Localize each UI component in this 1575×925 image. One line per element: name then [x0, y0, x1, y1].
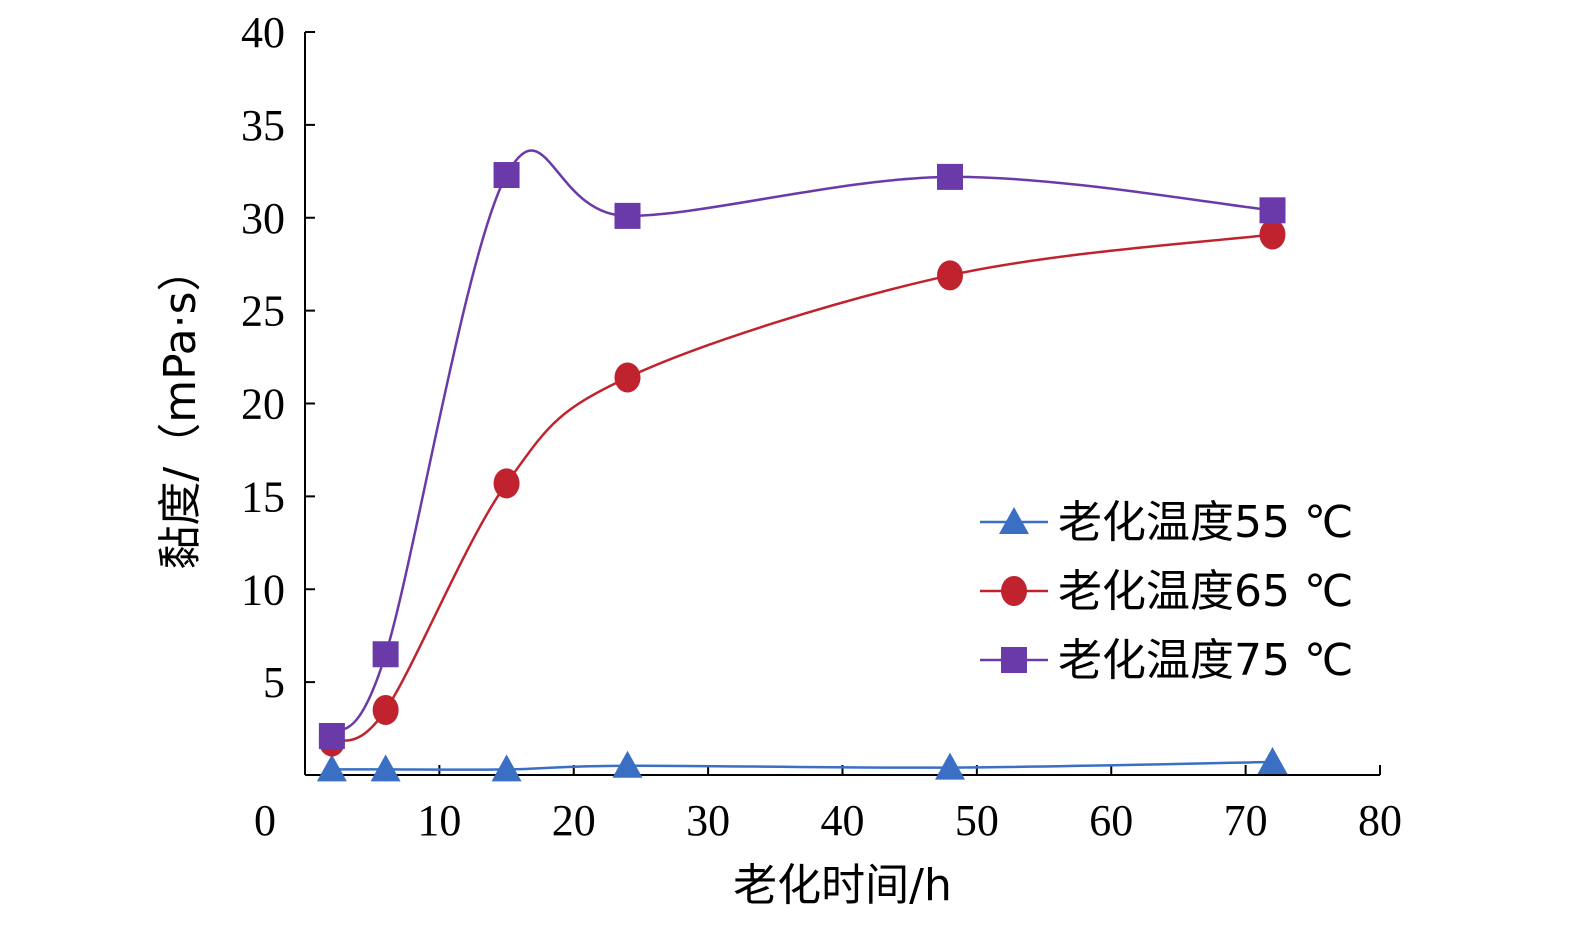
- data-point: [614, 202, 641, 229]
- y-axis-ticks: 5 10 15 20 25 30 35 40: [241, 8, 315, 707]
- x-tick-label: 70: [1224, 796, 1268, 845]
- data-point: [493, 162, 520, 189]
- legend-marker: [1001, 576, 1027, 606]
- x-axis-ticks: 0 10 20 30 40 50 60 70 80: [254, 765, 1402, 845]
- data-point: [372, 694, 399, 725]
- data-point: [614, 362, 641, 393]
- y-tick-label: 10: [241, 565, 285, 614]
- legend-label: 老化温度65 ℃: [1058, 566, 1353, 617]
- data-point: [316, 754, 347, 782]
- data-point: [1257, 746, 1288, 774]
- axes: 0 10 20 30 40 50 60 70 80 5 10 15 20 25 30 35 40: [241, 8, 1402, 845]
- x-tick-label: 20: [552, 796, 596, 845]
- x-tick-label: 0: [254, 796, 276, 845]
- legend-item: 老化温度75 ℃: [980, 635, 1353, 686]
- data-point: [937, 163, 963, 190]
- data-point: [372, 641, 399, 668]
- legend: 老化温度55 ℃ 老化温度65 ℃ 老化温度75 ℃: [980, 497, 1353, 686]
- legend-item: 老化温度55 ℃: [980, 497, 1353, 548]
- data-point: [935, 752, 965, 780]
- series-line: [331, 233, 1273, 743]
- data-point: [491, 754, 522, 782]
- legend-label: 老化温度75 ℃: [1058, 635, 1353, 686]
- series-1: [316, 746, 1288, 782]
- legend-label: 老化温度55 ℃: [1058, 497, 1353, 548]
- legend-marker: [1001, 647, 1027, 673]
- x-tick-label: 60: [1089, 796, 1133, 845]
- y-tick-label: 25: [241, 287, 285, 336]
- data-point: [1259, 219, 1286, 250]
- y-tick-label: 30: [241, 194, 285, 243]
- y-axis-title: 黏度/（mPa·s）: [155, 247, 206, 569]
- x-tick-label: 40: [821, 796, 865, 845]
- y-tick-label: 5: [263, 658, 285, 707]
- y-tick-label: 35: [241, 101, 285, 150]
- x-axis-title: 老化时间/h: [733, 860, 952, 911]
- data-point: [1259, 197, 1286, 224]
- data-point: [493, 468, 520, 499]
- x-tick-label: 30: [686, 796, 730, 845]
- data-point: [937, 260, 963, 291]
- y-tick-label: 15: [241, 472, 285, 521]
- y-tick-label: 40: [241, 8, 285, 57]
- legend-marker: [999, 507, 1029, 534]
- data-point: [370, 754, 401, 782]
- series-line: [331, 760, 1273, 771]
- x-tick-label: 80: [1358, 796, 1402, 845]
- series-2: [318, 219, 1286, 757]
- series-3: [318, 149, 1286, 749]
- data-point: [318, 722, 345, 749]
- x-tick-label: 10: [417, 796, 461, 845]
- legend-item: 老化温度65 ℃: [980, 566, 1353, 617]
- y-tick-label: 20: [241, 380, 285, 429]
- series-layer: [316, 149, 1288, 782]
- data-point: [612, 750, 643, 778]
- x-tick-label: 50: [955, 796, 999, 845]
